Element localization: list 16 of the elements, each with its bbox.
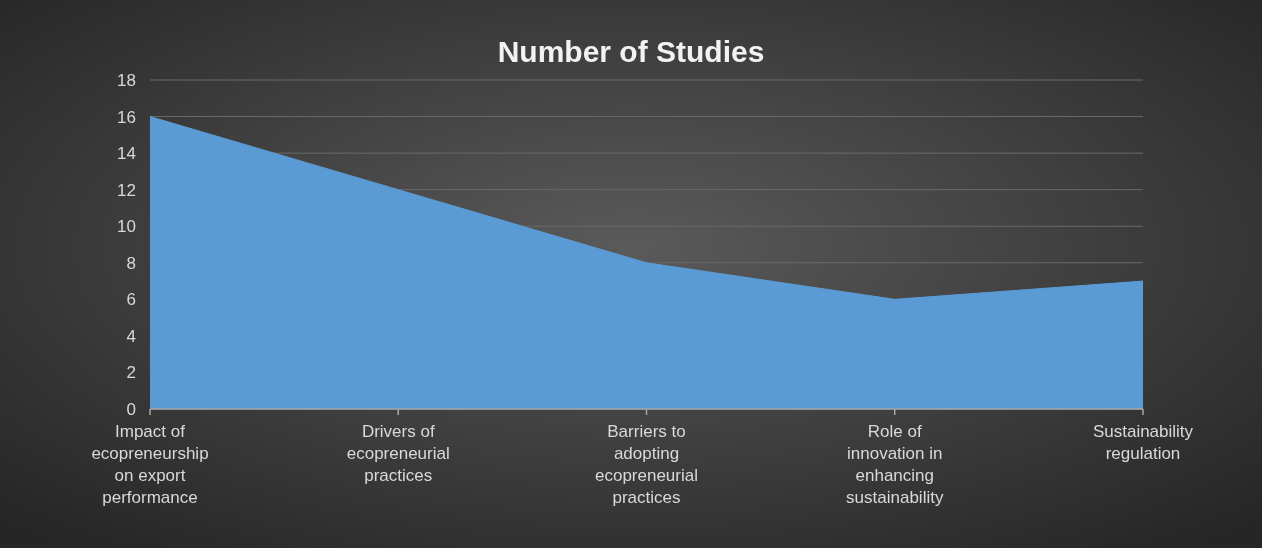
y-tick-label: 8: [126, 253, 136, 273]
x-tick-label: Drivers of ecopreneurial practices: [346, 422, 450, 485]
y-tick-label: 14: [117, 144, 136, 164]
x-tick-label: Barriers to adopting ecopreneurial practices: [594, 422, 699, 507]
chart-title: Number of Studies: [497, 35, 765, 68]
y-tick-label: 12: [117, 180, 136, 200]
y-tick-label: 2: [126, 363, 136, 383]
y-tick-label: 16: [117, 107, 136, 127]
x-tick-label: Role of innovation in enhancing sustainability: [846, 422, 944, 507]
y-tick-label: 4: [126, 326, 136, 346]
y-tick-label: 18: [117, 70, 136, 90]
y-tick-label: 6: [126, 290, 136, 310]
x-tick-label: Impact of ecopreneurship on export performance: [91, 422, 209, 507]
y-tick-label: 0: [126, 399, 136, 419]
y-tick-label: 10: [117, 217, 136, 237]
x-tick-label: Sustainability regulation: [1092, 422, 1194, 463]
